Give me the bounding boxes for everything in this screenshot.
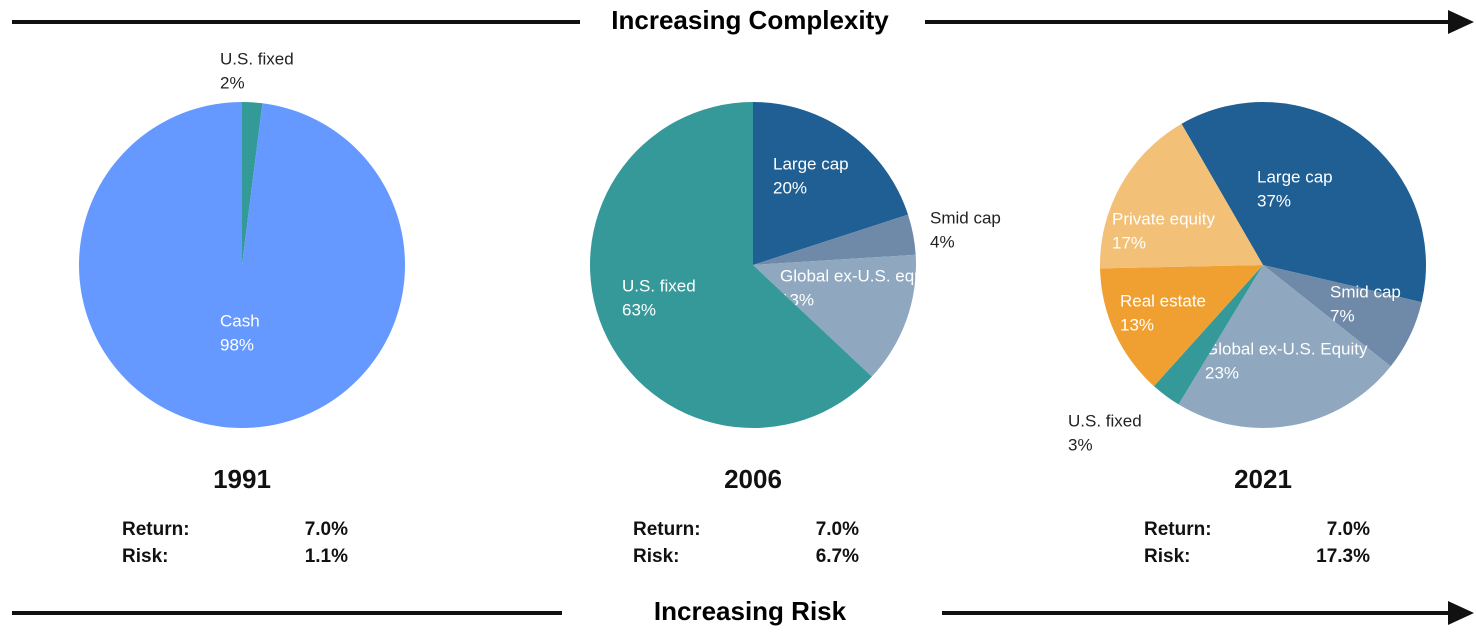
- slice-value-label: 17%: [1112, 233, 1146, 252]
- slice-value-label: 23%: [1205, 363, 1239, 382]
- slice-value-label: 20%: [773, 178, 807, 197]
- slice-label: Smid cap: [930, 208, 1001, 227]
- slice-label: Global ex-U.S. equity: [780, 266, 941, 285]
- pie-slice: [1178, 265, 1391, 428]
- pie-slice: [1263, 265, 1422, 367]
- slice-label: Large cap: [773, 154, 849, 173]
- arrow-head: [1448, 601, 1474, 625]
- stat-value: 1.1%: [305, 546, 348, 567]
- slice-label: U.S. fixed: [622, 276, 696, 295]
- pie-title: 2021: [1234, 464, 1292, 494]
- top-label: Increasing Complexity: [611, 5, 889, 35]
- slice-label: Real estate: [1120, 291, 1206, 310]
- stat-label: Return:: [1144, 519, 1212, 540]
- pie-slice: [1100, 123, 1263, 269]
- slice-label: Large cap: [1257, 167, 1333, 186]
- slice-label: U.S. fixed: [220, 49, 294, 68]
- pie-slice: [242, 102, 263, 265]
- slice-value-label: 63%: [622, 300, 656, 319]
- pie-title: 2006: [724, 464, 782, 494]
- stat-value: 6.7%: [816, 546, 859, 567]
- stat-label: Return:: [633, 519, 701, 540]
- pie-slice: [753, 102, 909, 265]
- slice-value-label: 13%: [1120, 315, 1154, 334]
- slice-value-label: 3%: [1068, 435, 1093, 454]
- pie-slice: [589, 102, 872, 428]
- arrow-head: [1448, 10, 1474, 34]
- slice-label: U.S. fixed: [1068, 411, 1142, 430]
- slice-label: Private equity: [1112, 209, 1215, 228]
- pie-slice: [753, 254, 916, 377]
- pie-title: 1991: [213, 464, 271, 494]
- stat-label: Risk:: [1144, 546, 1190, 567]
- slice-value-label: 98%: [220, 335, 254, 354]
- pie-slice: [1181, 101, 1426, 303]
- slice-label: Smid cap: [1330, 282, 1401, 301]
- pie-slice: [753, 214, 916, 265]
- pie-slice: [79, 102, 406, 428]
- stat-value: 7.0%: [1327, 519, 1370, 540]
- slice-value-label: 2%: [220, 73, 245, 92]
- stat-label: Return:: [122, 519, 190, 540]
- slice-label: Cash: [220, 311, 260, 330]
- stat-value: 17.3%: [1316, 546, 1370, 567]
- slice-value-label: 4%: [930, 232, 955, 251]
- pie-slice: [1153, 265, 1263, 405]
- stat-label: Risk:: [633, 546, 679, 567]
- stat-label: Risk:: [122, 546, 168, 567]
- bottom-label: Increasing Risk: [654, 596, 847, 626]
- slice-value-label: 7%: [1330, 306, 1355, 325]
- slice-label: Global ex-U.S. Equity: [1205, 339, 1368, 358]
- stat-value: 7.0%: [305, 519, 348, 540]
- pie-slice: [1100, 265, 1263, 387]
- slice-value-label: 37%: [1257, 191, 1291, 210]
- stat-value: 7.0%: [816, 519, 859, 540]
